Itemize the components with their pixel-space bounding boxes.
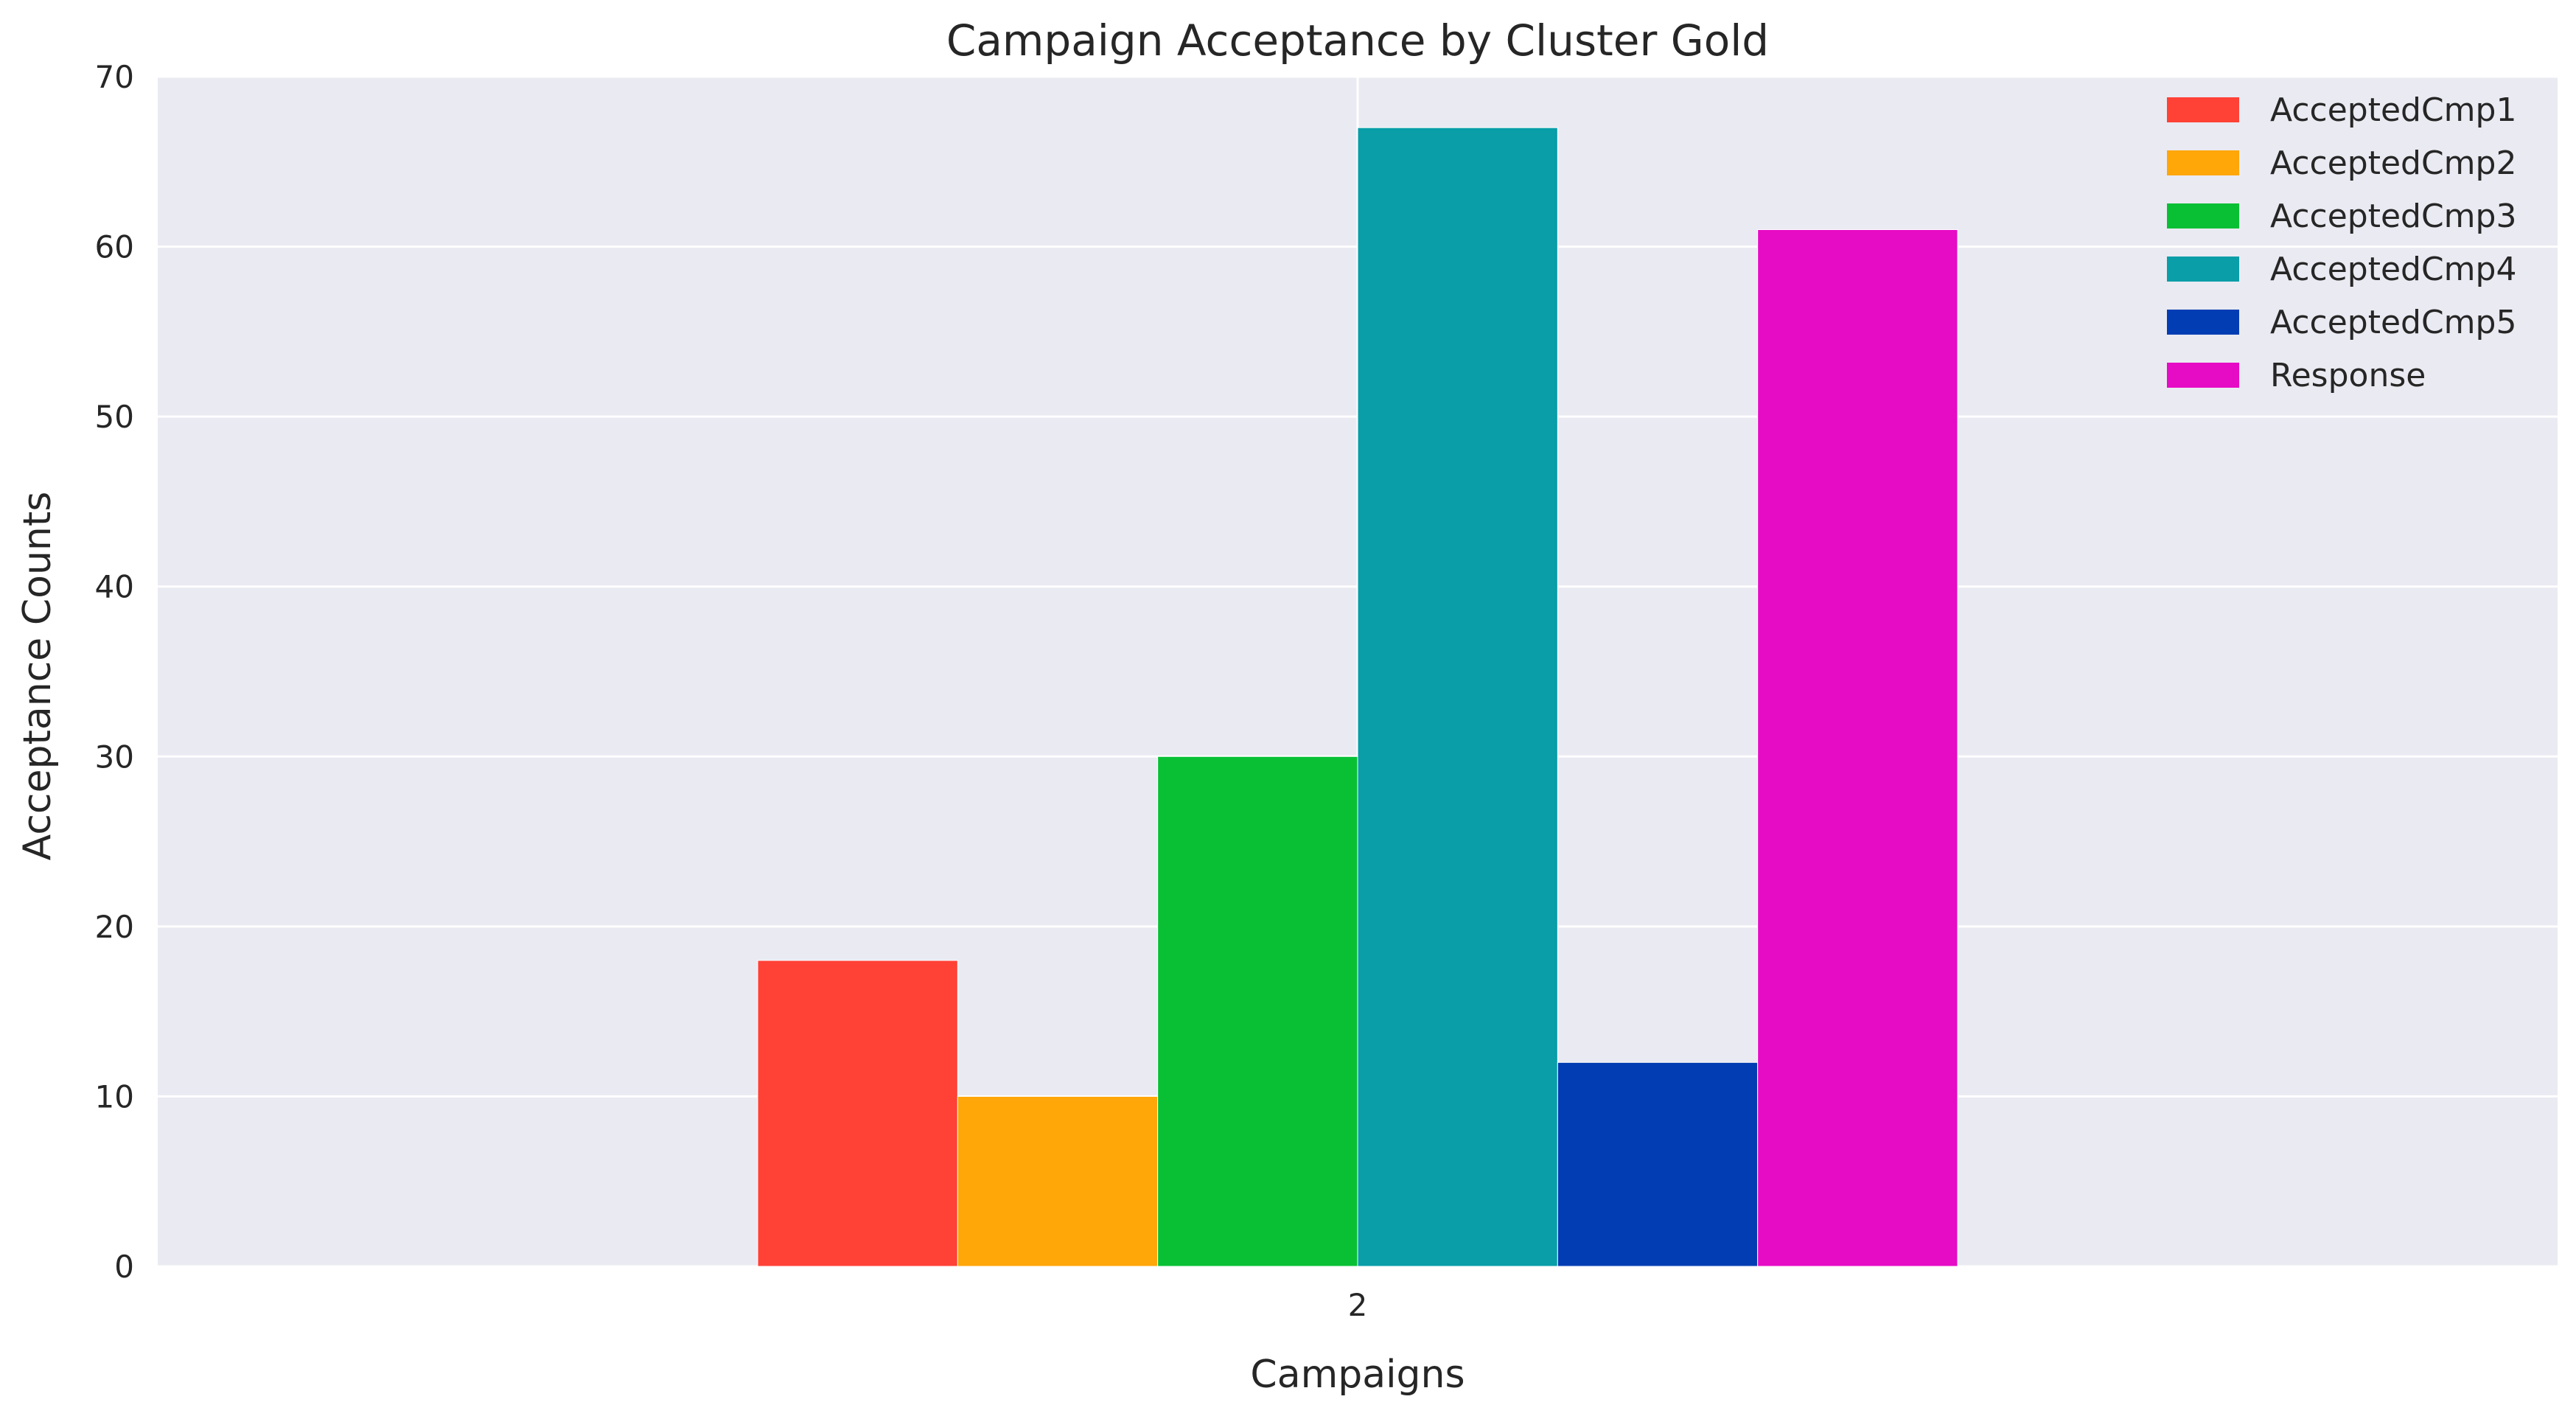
bars — [757, 127, 1958, 1267]
legend-label: AcceptedCmp5 — [2270, 304, 2516, 341]
y-tick-label: 70 — [95, 59, 134, 95]
legend-swatch — [2167, 363, 2239, 388]
legend-label: AcceptedCmp1 — [2270, 91, 2516, 129]
y-tick-label: 40 — [95, 569, 134, 605]
x-axis-ticks: 2 — [1348, 1287, 1368, 1323]
x-axis-label: Campaigns — [1250, 1353, 1465, 1397]
y-tick-label: 60 — [95, 229, 134, 265]
legend: AcceptedCmp1 AcceptedCmp2 AcceptedCmp3 Acce… — [2167, 91, 2516, 394]
x-tick-label: 2 — [1348, 1287, 1368, 1323]
legend-swatch — [2167, 97, 2239, 122]
y-tick-label: 30 — [95, 739, 134, 775]
legend-label: Response — [2270, 357, 2426, 394]
legend-swatch — [2167, 310, 2239, 335]
legend-label: AcceptedCmp4 — [2270, 251, 2516, 288]
y-axis-label: Acceptance Counts — [15, 492, 60, 861]
legend-label: AcceptedCmp2 — [2270, 144, 2516, 182]
y-tick-label: 50 — [95, 399, 134, 435]
bar-acceptedcmp2 — [957, 1095, 1159, 1267]
bar-acceptedcmp4 — [1357, 127, 1558, 1267]
bar-acceptedcmp1 — [757, 960, 958, 1267]
bar-response — [1757, 229, 1958, 1267]
y-tick-label: 0 — [114, 1249, 134, 1285]
y-tick-label: 10 — [95, 1078, 134, 1115]
legend-swatch — [2167, 203, 2239, 229]
bar-acceptedcmp5 — [1557, 1061, 1759, 1267]
legend-swatch — [2167, 257, 2239, 282]
legend-label: AcceptedCmp3 — [2270, 198, 2516, 235]
bar-acceptedcmp3 — [1157, 756, 1358, 1267]
legend-swatch — [2167, 150, 2239, 175]
chart-title: Campaign Acceptance by Cluster Gold — [946, 15, 1769, 66]
y-tick-label: 20 — [95, 909, 134, 945]
y-axis-ticks: 0 10 20 30 40 50 60 70 — [95, 59, 134, 1285]
